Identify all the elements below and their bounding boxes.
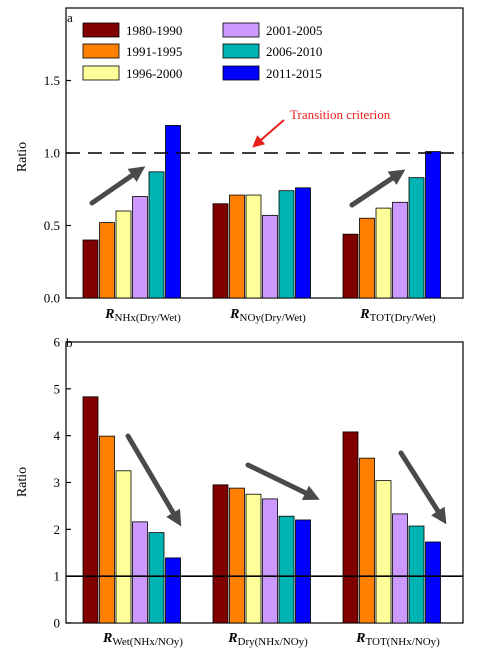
panel-a: a Ratio 0.0 0.5 1.0 1.5 Transition criterio… [15, 7, 464, 324]
y-tick-label: 0 [54, 616, 61, 631]
bar-2011-2015 [295, 187, 311, 299]
bar-2001-2005 [132, 521, 148, 624]
bar-1996-2000 [375, 207, 392, 299]
bar-1991-1995 [229, 487, 245, 624]
y-tick-label: 1.0 [44, 146, 60, 161]
legend-swatch [222, 43, 260, 59]
y-tick-label: 0.0 [44, 291, 60, 306]
y-tick-label: 4 [54, 428, 61, 443]
bar-2011-2015 [165, 557, 181, 624]
legend-label: 1996-2000 [126, 66, 182, 81]
bar-1991-1995 [359, 217, 375, 299]
bar-1991-1995 [359, 457, 375, 624]
bar-1996-2000 [115, 470, 132, 624]
bar-1991-1995 [229, 194, 245, 299]
bar-2011-2015 [425, 151, 441, 299]
bar-2006-2010 [408, 177, 425, 299]
bar-1980-1990 [212, 203, 229, 299]
y-tick-label: 1 [54, 569, 61, 584]
transition-criterion-arrow [252, 119, 285, 148]
bar-1980-1990 [82, 239, 99, 299]
bar-2006-2010 [408, 525, 425, 624]
panel-b-group-label-tot: RTOT(NHx/NOy) [355, 631, 440, 648]
legend-swatch [222, 22, 260, 38]
panel-b-group-label-wet: RWet(NHx/NOy) [102, 631, 183, 648]
y-tick-label: 2 [54, 522, 61, 537]
panel-b-y-ticks: 0 1 2 3 4 5 6 [54, 335, 71, 631]
y-tick-label: 6 [54, 335, 61, 350]
panel-b-trend-arrow-dry [245, 462, 320, 501]
legend-swatch [82, 43, 120, 59]
bar-1980-1990 [82, 396, 99, 624]
legend-label: 2011-2015 [266, 66, 322, 81]
bar-1991-1995 [99, 435, 115, 624]
bar-1980-1990 [342, 431, 359, 624]
legend-label: 1980-1990 [126, 23, 182, 38]
panel-b-bars [82, 396, 441, 624]
bar-2006-2010 [278, 190, 295, 299]
panel-b-trend-arrow-wet [125, 433, 182, 527]
panel-b-trend-arrow-tot [398, 450, 447, 525]
panel-a-label: a [67, 10, 73, 25]
panel-b-group-label-dry: RDry(NHx/NOy) [227, 631, 308, 648]
y-tick-label: 0.5 [44, 218, 60, 233]
panel-b-ylabel: Ratio [15, 467, 30, 497]
bar-2011-2015 [165, 125, 181, 299]
bar-2001-2005 [262, 214, 278, 299]
panel-a-group-label-noy: RNOy(Dry/Wet) [229, 307, 306, 324]
bar-1980-1990 [342, 233, 359, 299]
legend: 1980-1990 1991-1995 1996-2000 2001-2005 2006… [82, 22, 322, 81]
panel-a-bars [82, 125, 441, 299]
legend-swatch [222, 65, 260, 81]
legend-label: 2001-2005 [266, 23, 322, 38]
bar-2006-2010 [148, 171, 165, 299]
bar-1980-1990 [212, 484, 229, 624]
bar-2006-2010 [148, 532, 165, 624]
bar-1996-2000 [245, 194, 262, 299]
bar-2001-2005 [262, 498, 278, 624]
panel-a-group-label-tot: RTOT(Dry/Wet) [359, 307, 436, 324]
bar-2001-2005 [392, 513, 408, 624]
panel-a-y-ticks: 0.0 0.5 1.0 1.5 [44, 73, 71, 306]
panel-a-group-label-nhx: RNHx(Dry/Wet) [104, 307, 181, 324]
bar-1996-2000 [375, 480, 392, 624]
y-tick-label: 5 [54, 381, 61, 396]
legend-swatch [82, 22, 120, 38]
legend-swatch [82, 65, 120, 81]
bar-2001-2005 [392, 201, 408, 299]
panel-a-trend-arrow-tot [349, 169, 406, 208]
panel-a-ylabel: Ratio [15, 142, 30, 172]
bar-2006-2010 [278, 515, 295, 624]
bar-2001-2005 [132, 196, 148, 299]
legend-label: 1991-1995 [126, 44, 182, 59]
bar-1996-2000 [115, 210, 132, 299]
y-tick-label: 1.5 [44, 73, 60, 88]
bar-1991-1995 [99, 222, 115, 299]
bar-1996-2000 [245, 493, 262, 624]
transition-criterion-annotation: Transition criterion [290, 107, 391, 122]
bar-2011-2015 [425, 541, 441, 624]
y-tick-label: 3 [54, 475, 61, 490]
legend-label: 2006-2010 [266, 44, 322, 59]
bar-2011-2015 [295, 519, 311, 624]
panel-a-trend-arrow-nhx [89, 166, 146, 206]
